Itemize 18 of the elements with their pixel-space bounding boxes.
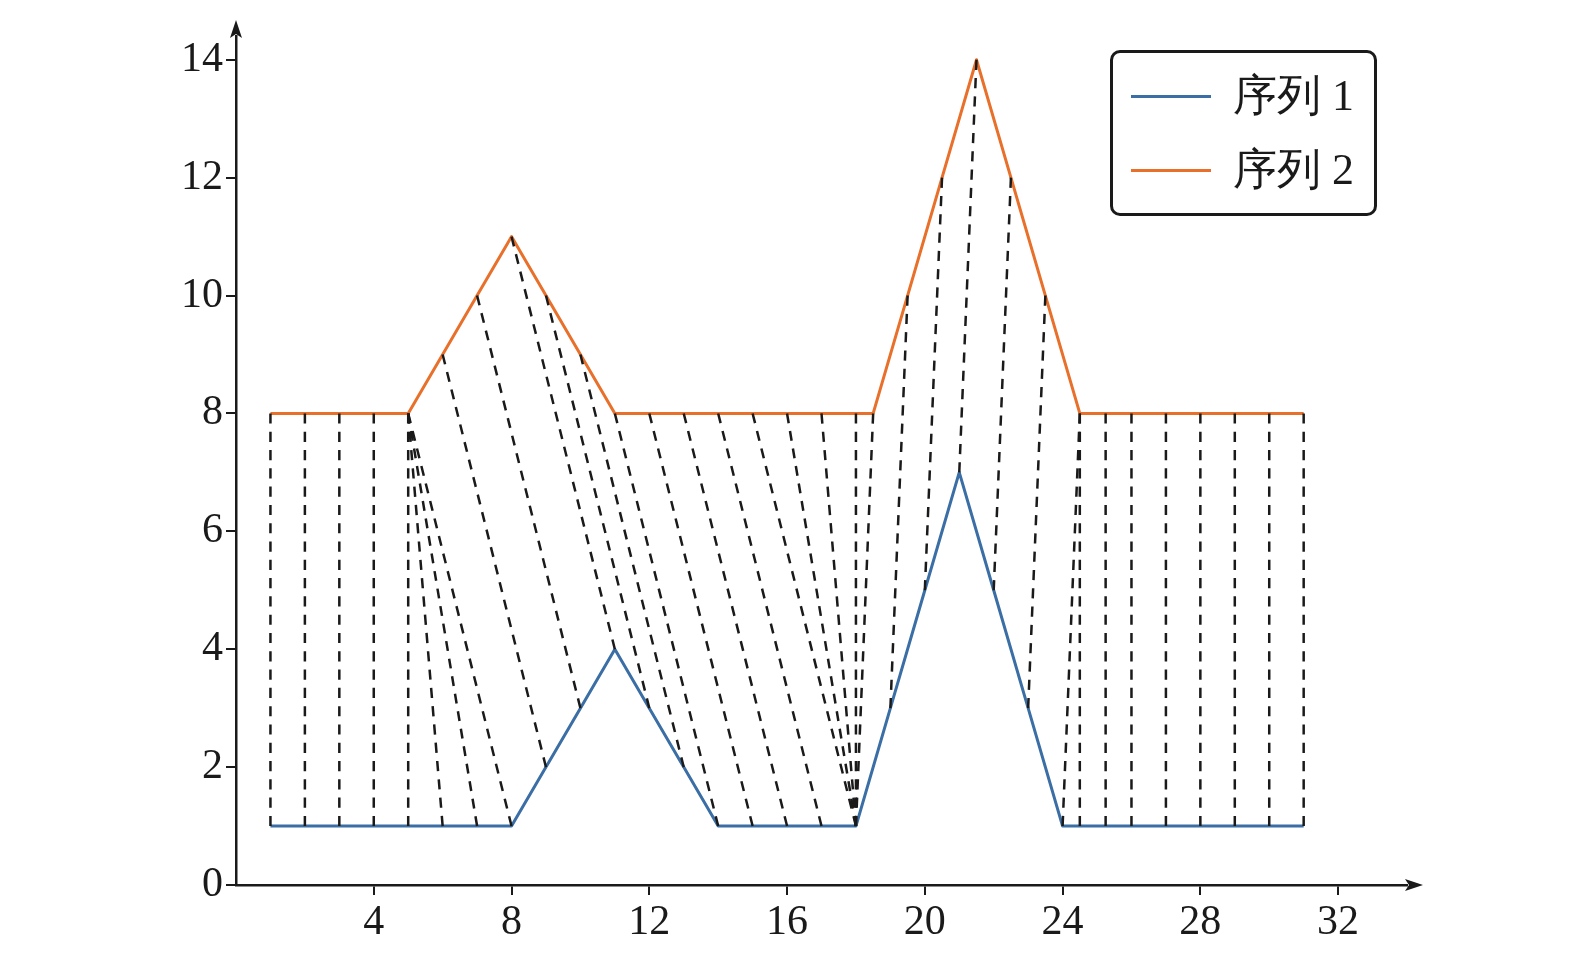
x-tick-label: 16 [766, 897, 809, 944]
legend-label: 序列 1 [1233, 70, 1354, 123]
x-tick-label: 8 [501, 897, 523, 944]
y-tick-label: 4 [202, 623, 223, 670]
y-tick-label: 0 [202, 859, 223, 906]
y-tick-label: 14 [181, 33, 223, 80]
x-tick-label: 4 [363, 897, 385, 944]
y-tick-label: 10 [181, 269, 223, 316]
x-tick-label: 12 [628, 897, 671, 944]
y-tick-label: 6 [202, 505, 223, 552]
x-tick-label: 20 [903, 897, 946, 944]
x-tick-label: 24 [1041, 897, 1084, 944]
y-tick-label: 2 [202, 741, 223, 788]
x-tick-label: 28 [1179, 897, 1222, 944]
x-tick-label: 32 [1317, 897, 1360, 944]
y-tick-label: 12 [181, 151, 223, 198]
y-tick-label: 8 [202, 387, 223, 434]
legend-label: 序列 2 [1233, 144, 1354, 197]
